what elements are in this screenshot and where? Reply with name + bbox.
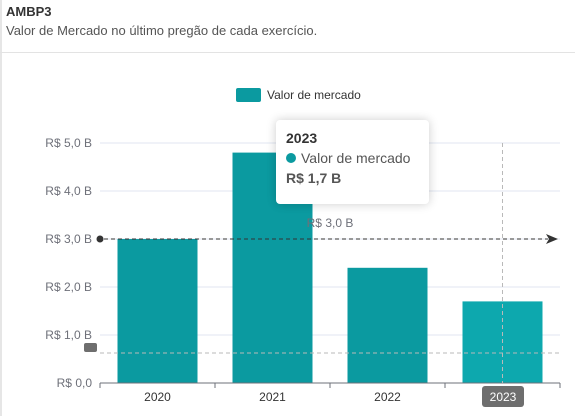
- chart-header: AMBP3 Valor de Mercado no último pregão …: [6, 4, 317, 38]
- y-tick-label: R$ 5,0 B: [45, 136, 92, 150]
- bar-2022[interactable]: [347, 267, 428, 383]
- chart-tooltip: 2023 Valor de mercado R$ 1,7 B: [276, 120, 429, 204]
- markline: R$ 3,0 B: [96, 216, 558, 244]
- tooltip-value: R$ 1,7 B: [286, 170, 342, 186]
- x-tick-label: 2022: [374, 390, 401, 404]
- y-axis-ticks: R$ 0,0 R$ 1,0 B R$ 2,0 B R$ 3,0 B R$ 4,0 B R$…: [45, 136, 92, 390]
- tooltip-series-name: Valor de mercado: [301, 150, 411, 166]
- bar-2020[interactable]: [117, 239, 198, 383]
- markline-arrow: [546, 234, 558, 244]
- tooltip-title: 2023: [286, 130, 318, 146]
- x-axis: [99, 382, 561, 388]
- markline-label: R$ 3,0 B: [307, 216, 354, 230]
- y-axis-pointer-badge: [84, 343, 97, 352]
- tooltip-series-dot: [286, 153, 296, 163]
- x-axis-ticks: 2020 2021 2022: [144, 390, 401, 404]
- markline-start-dot: [96, 235, 104, 243]
- y-tick-label: R$ 3,0 B: [45, 232, 92, 246]
- x-tick-label: 2021: [259, 390, 286, 404]
- tooltip-series-row: Valor de mercado: [286, 150, 419, 166]
- axis-pointer: [100, 143, 560, 383]
- x-tick-label: 2020: [144, 390, 171, 404]
- header-divider: [0, 52, 575, 53]
- y-tick-label: R$ 1,0 B: [45, 328, 92, 342]
- y-tick-label: R$ 4,0 B: [45, 184, 92, 198]
- y-tick-label: R$ 2,0 B: [45, 280, 92, 294]
- bars: [117, 152, 543, 383]
- chart-title: AMBP3: [6, 4, 52, 19]
- chart-subtitle: Valor de Mercado no último pregão de cad…: [6, 23, 318, 38]
- legend-label: Valor de mercado: [267, 88, 361, 102]
- panel-left-border: [0, 0, 2, 416]
- chart-legend[interactable]: Valor de mercado: [236, 88, 361, 102]
- legend-swatch: [236, 88, 261, 102]
- x-axis-pointer-label: 2023: [482, 386, 524, 407]
- y-tick-label: R$ 0,0: [57, 376, 93, 390]
